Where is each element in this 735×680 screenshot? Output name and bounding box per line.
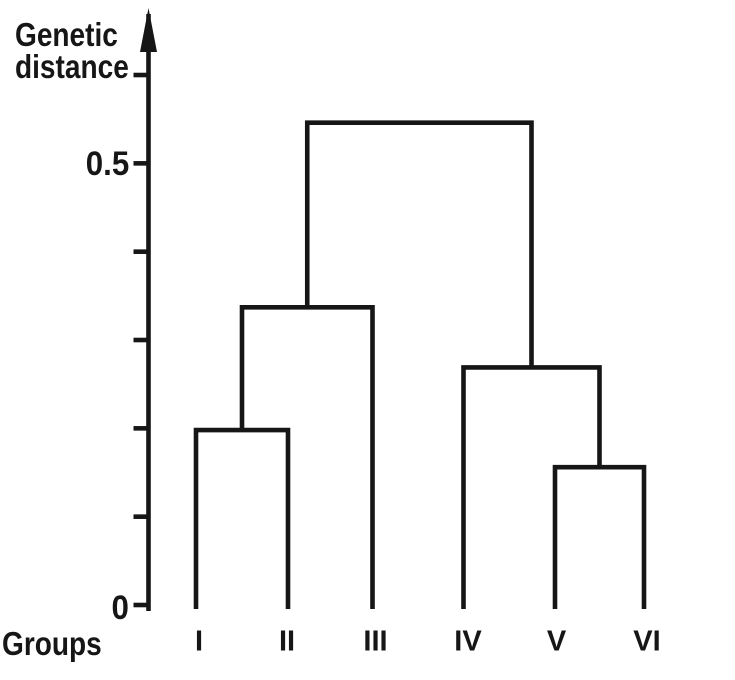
x-axis-title: Groups (2, 625, 102, 662)
y-tick-label-0: 0 (111, 588, 129, 627)
y-tick-label-0.5: 0.5 (85, 145, 129, 184)
dendrogram-link-E (304, 120, 534, 368)
dendrogram-link-D (461, 365, 602, 609)
y-axis-arrowhead (140, 8, 157, 52)
y-axis-title-line2: distance (15, 48, 129, 85)
leaf-label-II: II (278, 625, 296, 658)
leaf-label-IV: IV (454, 625, 482, 658)
dendrogram-link-C (239, 305, 375, 609)
leaf-label-V: V (546, 625, 567, 658)
y-axis-title: Genetic distance (15, 16, 129, 85)
leaf-label-VI: VI (633, 625, 661, 658)
dendrogram-link-B (552, 464, 647, 609)
leaf-label-III: III (363, 625, 388, 658)
y-axis-title-line1: Genetic (15, 16, 118, 53)
leaf-label-I: I (194, 625, 204, 658)
dendrogram-link-A (193, 427, 291, 609)
